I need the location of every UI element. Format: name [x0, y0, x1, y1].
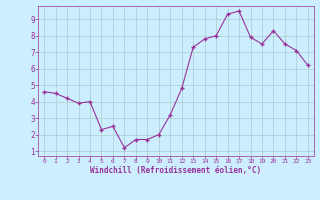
X-axis label: Windchill (Refroidissement éolien,°C): Windchill (Refroidissement éolien,°C) — [91, 166, 261, 175]
